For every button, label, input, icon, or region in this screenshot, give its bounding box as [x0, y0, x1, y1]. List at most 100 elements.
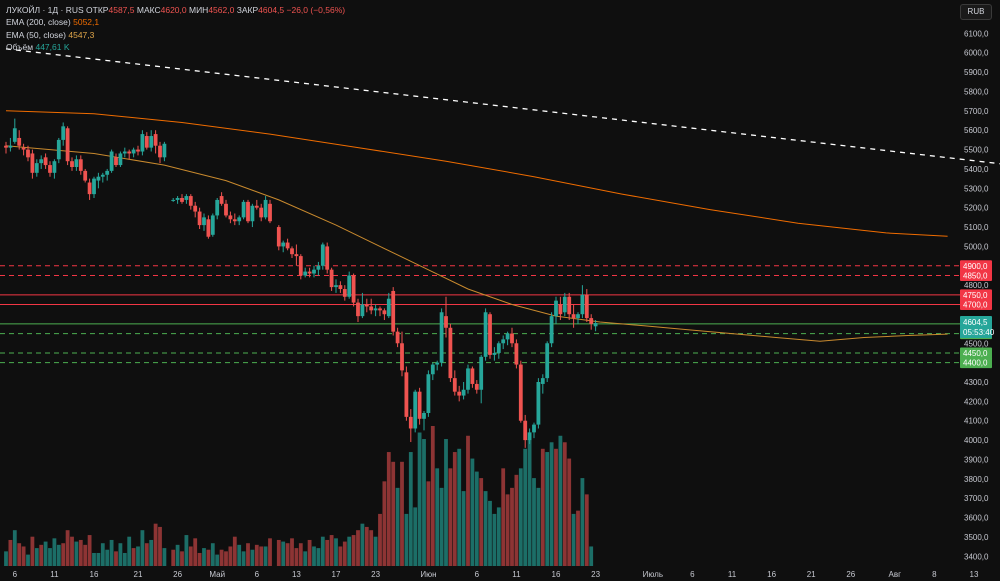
- volume-bar: [584, 494, 589, 566]
- y-tick-label: 5700,0: [964, 107, 989, 116]
- volume-bar: [404, 513, 409, 566]
- ema200-legend[interactable]: EMA (200, close) 5052,1: [6, 16, 345, 28]
- candle-body: [492, 352, 497, 355]
- candle-body: [87, 182, 92, 195]
- candle-body: [466, 368, 470, 390]
- candle-body: [562, 296, 567, 313]
- volume-bar: [34, 548, 39, 566]
- candle-body: [21, 147, 26, 150]
- candle-body: [435, 362, 440, 365]
- candles: [4, 118, 598, 448]
- x-tick-label: 6: [475, 570, 480, 579]
- x-tick-label: Май: [209, 570, 225, 579]
- candle-body: [144, 136, 149, 148]
- volume-bar: [224, 551, 228, 566]
- volume-bar: [540, 448, 545, 566]
- y-tick-label: 3400,0: [964, 552, 989, 561]
- candle-body: [452, 378, 457, 392]
- candle-body: [298, 256, 303, 276]
- volume-bar: [439, 487, 444, 566]
- candle-body: [422, 412, 426, 419]
- x-tick-label: 16: [90, 570, 99, 579]
- volume-bar: [114, 551, 118, 566]
- y-tick-label: 5400,0: [964, 165, 989, 174]
- volume-bar: [92, 552, 96, 566]
- high-label: МАКС: [136, 5, 161, 15]
- candle-body: [254, 205, 259, 208]
- candle-body: [131, 149, 136, 154]
- candle-body: [92, 178, 96, 195]
- volume-bar: [250, 549, 255, 566]
- candle-body: [316, 265, 321, 270]
- volume-bar: [523, 448, 528, 566]
- level-price-label: 4400,0: [963, 359, 988, 368]
- x-tick-label: Июль: [643, 570, 663, 579]
- candle-body: [338, 285, 343, 290]
- volume-legend[interactable]: Объём 447,61 K: [6, 41, 345, 53]
- volume-bar: [408, 452, 413, 566]
- volume-bar: [320, 536, 325, 566]
- volume-bar: [580, 478, 585, 566]
- x-tick-label: Июн: [420, 570, 436, 579]
- low-label: МИН: [188, 5, 209, 15]
- volume-bar: [316, 548, 321, 566]
- candle-body: [501, 339, 506, 344]
- candle-body: [246, 201, 250, 222]
- y-tick-label: 3500,0: [964, 533, 989, 542]
- x-tick-label: 17: [332, 570, 341, 579]
- candle-body: [391, 290, 396, 332]
- candle-body: [294, 254, 299, 257]
- volume-bar: [140, 530, 145, 566]
- volume-bars: [4, 426, 594, 566]
- volume-bar: [378, 513, 382, 566]
- candle-body: [351, 275, 356, 303]
- volume-bar: [78, 539, 83, 566]
- volume-bar: [426, 481, 431, 566]
- volume-bar: [276, 539, 281, 566]
- volume-bar: [149, 539, 154, 566]
- volume-bar: [501, 468, 506, 566]
- y-tick-label: 4000,0: [964, 436, 989, 445]
- volume-bar: [488, 500, 492, 566]
- symbol-label[interactable]: ЛУКОЙЛ · 1Д · RUS: [6, 5, 84, 15]
- close-label: ЗАКР: [236, 5, 259, 15]
- volume-value: 447,61 K: [35, 42, 70, 53]
- volume-bar: [8, 539, 13, 566]
- volume-bar: [307, 539, 312, 566]
- ema50-legend[interactable]: EMA (50, close) 4547,3: [6, 29, 345, 41]
- countdown-label: 05:53:40: [963, 328, 995, 337]
- candle-body: [364, 304, 369, 307]
- volume-bar: [237, 544, 242, 566]
- volume-bar: [246, 543, 250, 566]
- candle-body: [153, 134, 158, 146]
- candle-body: [567, 296, 572, 315]
- volume-bar: [329, 535, 334, 566]
- candle-body: [395, 331, 400, 344]
- volume-bar: [241, 551, 246, 566]
- close-value: 4604,5: [258, 5, 285, 15]
- volume-bar: [492, 513, 497, 566]
- y-tick-label: 6000,0: [964, 49, 989, 58]
- volume-bar: [562, 442, 567, 566]
- y-tick-label: 3600,0: [964, 514, 989, 523]
- volume-bar: [131, 548, 136, 566]
- candle-body: [536, 382, 541, 425]
- price-labels: 4900,04850,04750,04700,04600,04550,04450…: [960, 260, 995, 369]
- x-tick-label: 23: [371, 570, 380, 579]
- currency-button[interactable]: RUB: [960, 4, 992, 20]
- candle-body: [197, 211, 202, 226]
- volume-bar: [136, 546, 140, 566]
- candle-body: [140, 134, 145, 152]
- volume-bar: [356, 530, 360, 566]
- candle-body: [268, 203, 272, 222]
- volume-bar: [268, 538, 272, 566]
- y-tick-label: 4800,0: [964, 281, 989, 290]
- candle-body: [118, 153, 123, 166]
- volume-bar: [144, 543, 149, 566]
- level-price-tag: [960, 269, 992, 281]
- candle-body: [342, 289, 347, 297]
- level-price-label: 4900,0: [963, 262, 988, 271]
- open-value: 4587,5: [108, 5, 135, 15]
- y-tick-label: 5900,0: [964, 68, 989, 77]
